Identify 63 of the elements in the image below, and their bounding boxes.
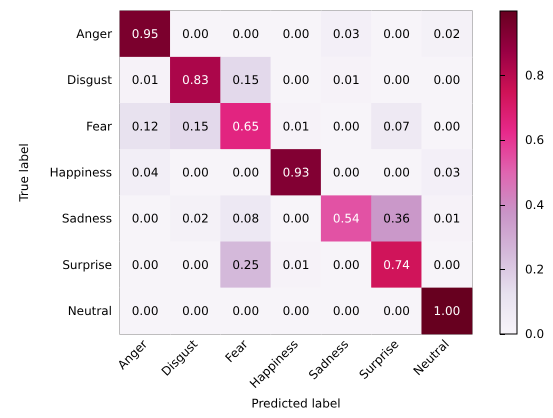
data-label: 0.00 <box>332 304 360 318</box>
data-label: 0.03 <box>434 166 460 180</box>
data-label: 0.00 <box>132 212 158 226</box>
color-bar-label: 0.4 <box>525 198 544 212</box>
data-label: 0.65 <box>232 119 260 134</box>
data-label: 0.00 <box>182 258 209 272</box>
color-bar-label: 0.0 <box>525 327 544 341</box>
data-label: 0.95 <box>132 27 158 42</box>
y-tick-label: Fear <box>86 119 112 134</box>
data-label: 0.00 <box>282 212 310 226</box>
data-label: 0.03 <box>332 27 360 42</box>
color-bar-label: 0.2 <box>525 262 544 276</box>
data-label: 0.00 <box>282 27 310 42</box>
y-tick-label: Sadness <box>62 212 112 226</box>
y-tick-label: Surprise <box>62 258 112 272</box>
data-label: 0.00 <box>232 27 260 42</box>
color-bar-label: 0.6 <box>525 133 544 148</box>
data-label: 0.01 <box>282 119 310 134</box>
data-label: 0.00 <box>282 73 310 88</box>
data-label: 0.01 <box>434 212 460 226</box>
data-label: 0.00 <box>232 166 260 180</box>
data-label: 0.00 <box>332 258 360 272</box>
x-axis-title: Predicted label <box>251 396 341 410</box>
data-label: 0.02 <box>434 27 460 42</box>
data-label: 0.08 <box>232 212 260 226</box>
data-label: 0.15 <box>232 73 260 88</box>
data-label: 0.07 <box>383 119 410 134</box>
data-label: 0.93 <box>282 166 310 180</box>
data-label: 0.00 <box>232 304 260 318</box>
data-label: 0.01 <box>132 73 158 88</box>
y-tick-label: Anger <box>76 27 112 42</box>
data-label: 0.15 <box>182 119 209 134</box>
y-tick-label: Happiness <box>50 166 112 180</box>
data-label: 0.00 <box>434 119 460 134</box>
data-label: 0.00 <box>434 73 460 88</box>
data-label: 0.00 <box>383 304 410 318</box>
data-label: 0.74 <box>383 258 410 272</box>
data-label: 0.00 <box>132 304 158 318</box>
data-label: 0.00 <box>182 304 209 318</box>
data-label: 0.00 <box>182 27 209 42</box>
data-label: 0.00 <box>332 166 360 180</box>
data-label: 0.12 <box>132 119 158 134</box>
y-tick-label: Neutral <box>68 304 112 318</box>
data-label: 0.00 <box>383 27 410 42</box>
data-label: 1.00 <box>434 304 460 318</box>
y-axis-title: True label <box>17 143 31 203</box>
y-tick-label: Disgust <box>66 73 112 88</box>
data-label: 0.01 <box>332 73 360 88</box>
data-label: 0.00 <box>132 258 158 272</box>
data-label: 0.25 <box>232 258 260 272</box>
data-label: 0.54 <box>332 212 360 226</box>
color-bar-label: 0.8 <box>525 68 544 83</box>
data-label: 0.00 <box>182 166 209 180</box>
data-label: 0.36 <box>383 212 410 226</box>
data-label: 0.02 <box>182 212 209 226</box>
data-label: 0.00 <box>332 119 360 134</box>
data-label: 0.00 <box>434 258 460 272</box>
data-label: 0.01 <box>282 258 310 272</box>
data-label: 0.00 <box>383 73 410 88</box>
data-label: 0.83 <box>182 73 209 88</box>
data-label: 0.04 <box>132 166 158 180</box>
data-label: 0.00 <box>282 304 310 318</box>
data-label: 0.00 <box>383 166 410 180</box>
